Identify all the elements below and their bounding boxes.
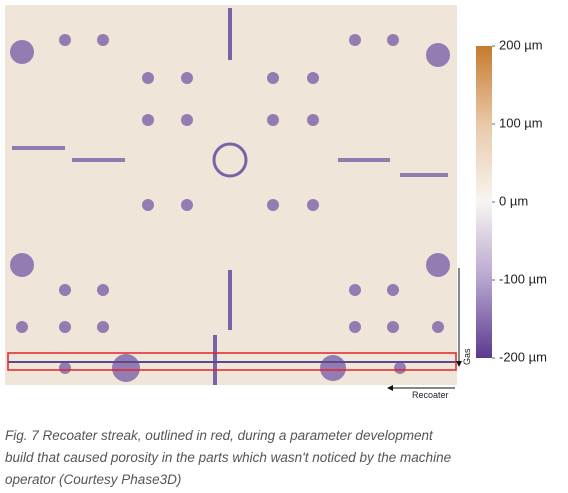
pore	[59, 284, 71, 296]
pore	[349, 321, 361, 333]
colorbar-tick-label: -200 µm	[499, 349, 547, 364]
pore	[16, 321, 28, 333]
pore	[59, 321, 71, 333]
caption-line: operator (Courtesy Phase3D)	[5, 472, 181, 487]
pore-large	[10, 253, 34, 277]
recoater-label: Recoater	[412, 390, 449, 400]
pore-large	[426, 253, 450, 277]
pore	[387, 321, 399, 333]
pore	[267, 72, 279, 84]
pore	[142, 199, 154, 211]
caption-line: Fig. 7 Recoater streak, outlined in red,…	[5, 428, 434, 443]
pore	[142, 114, 154, 126]
colorbar	[476, 46, 492, 358]
pore	[432, 321, 444, 333]
pore	[307, 114, 319, 126]
pore	[59, 34, 71, 46]
pore	[97, 284, 109, 296]
pore	[142, 72, 154, 84]
pore	[307, 199, 319, 211]
pore	[394, 362, 406, 374]
pore-large	[10, 40, 34, 64]
pore	[59, 362, 71, 374]
pore-large	[426, 43, 450, 67]
pore	[307, 72, 319, 84]
colorbar-tick-label: 0 µm	[499, 193, 528, 208]
pore	[387, 284, 399, 296]
pore	[181, 72, 193, 84]
pore	[349, 284, 361, 296]
ring	[212, 142, 248, 178]
colorbar-tick-label: 100 µm	[499, 115, 543, 130]
pore	[181, 114, 193, 126]
pore	[267, 199, 279, 211]
colorbar-tick-label: -100 µm	[499, 271, 547, 286]
pore-large	[112, 354, 140, 382]
colorbar-tick-label: 200 µm	[499, 37, 543, 52]
gas-label: Gas	[462, 348, 472, 365]
pore	[181, 199, 193, 211]
caption-line: build that caused porosity in the parts …	[5, 450, 451, 465]
pore	[97, 34, 109, 46]
pore	[97, 321, 109, 333]
scan-features	[8, 8, 456, 385]
pore-large	[320, 355, 346, 381]
pore	[349, 34, 361, 46]
pore	[267, 114, 279, 126]
pore	[387, 34, 399, 46]
colorbar-ticks: 200 µm 100 µm 0 µm -100 µm -200 µm	[492, 37, 547, 364]
